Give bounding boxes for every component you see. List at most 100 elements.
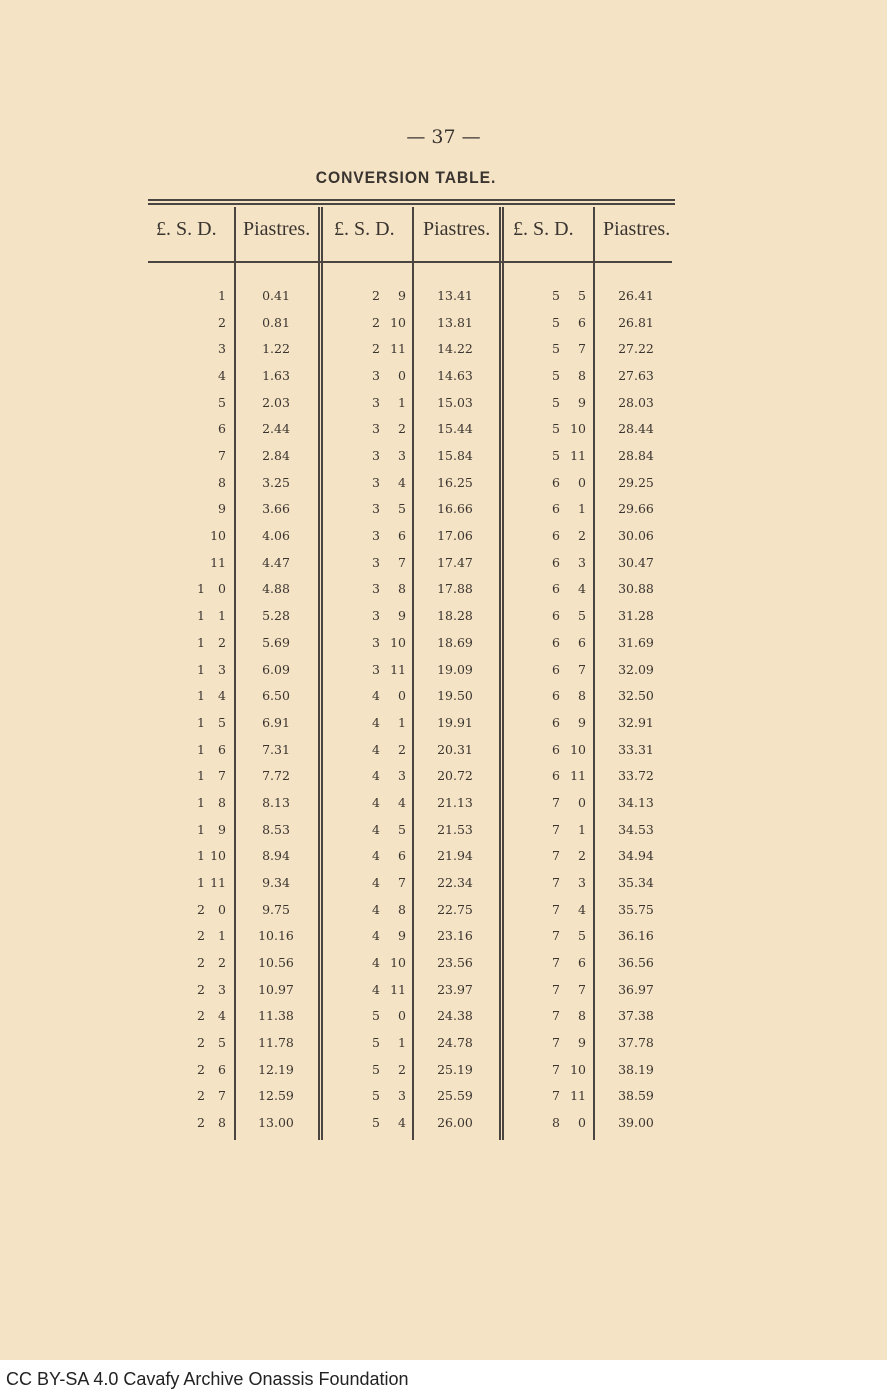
- piastres-cell: 4.88: [262, 581, 290, 597]
- pence-cell: 7: [398, 554, 406, 570]
- shillings-cell: 4: [372, 848, 380, 864]
- piastres-cell: 27.22: [618, 341, 654, 357]
- document-page: — 37 — CONVERSION TABLE. £. S. D. Piastr…: [0, 0, 887, 1360]
- pence-cell: 11: [390, 341, 406, 357]
- piastres-cell: 31.69: [618, 634, 654, 650]
- piastres-cell: 16.66: [437, 501, 473, 517]
- pence-cell: 3: [398, 1088, 406, 1104]
- shillings-cell: 5: [552, 288, 560, 303]
- piastres-cell: 10.56: [258, 955, 294, 970]
- shillings-cell: 5: [372, 1061, 380, 1077]
- piastres-cell: 33.31: [618, 741, 654, 757]
- pence-cell: 10: [210, 528, 226, 544]
- pence-cell: 6: [218, 421, 226, 437]
- shillings-cell: 2: [197, 1115, 205, 1131]
- pence-cell: 7: [578, 661, 586, 677]
- column-rule: [412, 265, 414, 1140]
- piastres-cell: 28.44: [618, 421, 654, 437]
- piastres-cell: 24.78: [437, 1035, 473, 1051]
- piastres-cell: 16.25: [437, 474, 473, 490]
- pence-cell: 0: [218, 901, 226, 917]
- shillings-cell: 1: [197, 714, 205, 730]
- piastres-cell: 18.28: [437, 608, 473, 624]
- pence-cell: 3: [218, 341, 226, 357]
- shillings-cell: 6: [552, 528, 560, 544]
- piastres-cell: 6.09: [262, 661, 290, 677]
- piastres-cell: 39.00: [618, 1115, 654, 1131]
- piastres-cell: 13.00: [258, 1115, 294, 1131]
- shillings-cell: 3: [372, 421, 380, 437]
- piastres-cell: 32.91: [618, 714, 654, 730]
- license-footer: CC BY-SA 4.0 Cavafy Archive Onassis Foun…: [6, 1369, 409, 1389]
- piastres-cell: 36.16: [618, 928, 654, 944]
- top-rule: [148, 199, 675, 201]
- table-title: CONVERSION TABLE.: [315, 168, 497, 187]
- pence-cell: 1: [398, 394, 406, 410]
- pence-cell: 4: [218, 688, 226, 704]
- piastres-cell: 35.75: [618, 901, 654, 917]
- header-piastres-2: Piastres.: [423, 218, 491, 240]
- piastres-cell: 2.84: [262, 448, 290, 464]
- shillings-cell: 4: [372, 901, 380, 917]
- pence-cell: 7: [398, 874, 406, 890]
- piastres-cell: 6.91: [262, 714, 290, 730]
- top-rule: [148, 203, 675, 205]
- piastres-cell: 8.13: [262, 794, 290, 810]
- shillings-cell: 2: [197, 1088, 205, 1104]
- shillings-cell: 1: [197, 608, 205, 624]
- shillings-cell: 6: [552, 501, 560, 517]
- pence-cell: 6: [578, 314, 586, 330]
- shillings-cell: 2: [197, 928, 205, 944]
- column-rule: [499, 265, 501, 1140]
- pence-cell: 3: [578, 554, 586, 570]
- piastres-cell: 20.31: [437, 741, 473, 757]
- pence-cell: 8: [578, 368, 586, 384]
- pence-cell: 2: [398, 741, 406, 757]
- shillings-cell: 4: [372, 714, 380, 730]
- shillings-cell: 4: [372, 874, 380, 890]
- pence-cell: 9: [578, 1035, 586, 1051]
- shillings-cell: 7: [552, 901, 560, 917]
- pence-cell: 2: [218, 634, 226, 650]
- pence-cell: 4: [218, 1008, 226, 1024]
- piastres-cell: 36.97: [618, 981, 654, 997]
- pence-cell: 2: [578, 848, 586, 864]
- shillings-cell: 6: [552, 474, 560, 490]
- piastres-cell: 27.63: [618, 368, 654, 384]
- shillings-cell: 8: [552, 1115, 560, 1131]
- column-rule: [234, 265, 236, 1140]
- shillings-cell: 5: [552, 394, 560, 410]
- shillings-cell: 6: [552, 768, 560, 784]
- pence-cell: 6: [578, 634, 586, 650]
- shillings-cell: 7: [552, 821, 560, 837]
- shillings-cell: 6: [552, 581, 560, 597]
- piastres-cell: 4.47: [262, 554, 290, 570]
- pence-cell: 10: [390, 314, 406, 330]
- piastres-cell: 2.44: [262, 421, 290, 437]
- shillings-cell: 3: [372, 528, 380, 544]
- piastres-cell: 26.81: [618, 314, 654, 330]
- piastres-cell: 29.25: [618, 474, 654, 490]
- pence-cell: 0: [578, 474, 586, 490]
- pence-cell: 9: [218, 821, 226, 837]
- column-rule: [412, 207, 414, 265]
- pence-cell: 1: [578, 821, 586, 837]
- piastres-cell: 15.44: [437, 421, 473, 437]
- piastres-cell: 21.94: [437, 848, 473, 864]
- pence-cell: 0: [398, 1008, 406, 1024]
- header-lsd-2: £. S. D.: [334, 218, 395, 240]
- piastres-cell: 30.47: [618, 554, 654, 570]
- shillings-cell: 3: [372, 581, 380, 597]
- pence-cell: 10: [390, 955, 406, 970]
- pence-cell: 11: [390, 661, 406, 677]
- piastres-cell: 0.81: [262, 314, 290, 330]
- shillings-cell: 7: [552, 1008, 560, 1024]
- shillings-cell: 1: [197, 634, 205, 650]
- piastres-cell: 6.50: [262, 688, 290, 704]
- pence-cell: 10: [210, 848, 226, 864]
- shillings-cell: 1: [197, 768, 205, 784]
- shillings-cell: 6: [552, 688, 560, 704]
- piastres-cell: 37.78: [618, 1035, 654, 1051]
- shillings-cell: 1: [197, 821, 205, 837]
- pence-cell: 5: [218, 1035, 226, 1051]
